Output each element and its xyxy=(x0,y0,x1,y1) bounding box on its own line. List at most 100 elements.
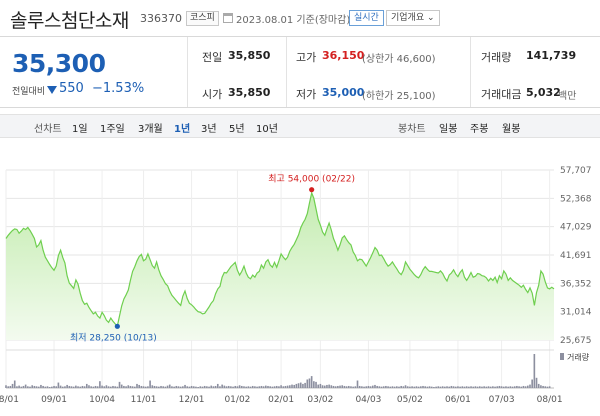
volume-bar xyxy=(428,386,431,388)
x-tick-label: 02/01 xyxy=(268,395,294,405)
volume-bar xyxy=(258,386,261,388)
volume-bar xyxy=(334,386,337,388)
volume-bar xyxy=(433,386,435,388)
calendar-icon xyxy=(223,13,233,23)
volume-bar xyxy=(85,383,88,388)
volume-bar xyxy=(64,386,66,388)
volume-bar xyxy=(380,386,383,388)
volume-bar xyxy=(18,385,20,388)
volume-bar xyxy=(385,385,387,388)
volume-bar xyxy=(184,384,186,388)
volume-bar xyxy=(529,384,531,388)
volume-bar xyxy=(267,385,269,388)
volume-bar xyxy=(256,386,258,388)
volume-bar xyxy=(522,385,525,388)
candle-daily[interactable]: 일봉 xyxy=(439,124,458,135)
volume-bar xyxy=(227,385,230,388)
volume-bar xyxy=(472,386,475,388)
volume-bar xyxy=(142,386,145,388)
candle-monthly[interactable]: 월봉 xyxy=(502,124,521,135)
x-tick-label: 08/01 xyxy=(0,395,19,405)
volume-bar xyxy=(13,380,16,388)
volume-bar xyxy=(430,386,433,388)
volume-bar xyxy=(88,385,90,388)
volume-bar xyxy=(101,385,103,388)
volume-bar xyxy=(332,385,335,388)
prev-close-value: 35,850 xyxy=(228,49,271,62)
volume-bar xyxy=(478,386,481,388)
period-3y[interactable]: 3년 xyxy=(201,124,217,135)
volume-bar xyxy=(190,385,193,388)
market-badge: 코스피 xyxy=(186,11,219,26)
quote-summary: 35,300 전일대비 550 −1.53% 전일 35,850 시가 35,8… xyxy=(0,36,600,108)
volume-bar xyxy=(371,385,374,388)
volume-bar xyxy=(129,385,132,388)
high-value: 36,150 xyxy=(322,49,365,62)
volume-bar xyxy=(352,386,354,388)
period-5y[interactable]: 5년 xyxy=(229,124,245,135)
volume-bar xyxy=(273,386,276,388)
volume-bar xyxy=(7,386,9,388)
volume-legend-icon xyxy=(560,353,564,360)
volume-bar xyxy=(369,386,372,388)
period-1w[interactable]: 1주일 xyxy=(100,124,125,135)
volume-bar xyxy=(400,385,402,388)
volume-bar xyxy=(463,386,466,388)
volume-bar xyxy=(127,385,130,388)
realtime-button[interactable]: 실시간 xyxy=(349,10,384,26)
volume-bar xyxy=(107,386,110,388)
volume-bar xyxy=(337,385,339,388)
volume-bar xyxy=(177,386,180,388)
volume-bar xyxy=(402,386,405,388)
volume-bar xyxy=(31,385,34,388)
volume-bar xyxy=(481,386,483,388)
period-1y[interactable]: 1년 xyxy=(174,124,191,135)
volume-bar xyxy=(297,383,300,388)
volume-bar xyxy=(186,386,189,388)
volume-bar xyxy=(264,385,267,388)
volume-bar xyxy=(173,386,175,388)
volume-bar xyxy=(210,385,213,388)
period-10y[interactable]: 10년 xyxy=(256,124,278,135)
volume-bar xyxy=(461,386,464,388)
lower-limit: (하한가 25,100) xyxy=(362,91,436,102)
volume-bar xyxy=(520,386,523,388)
volume-bar xyxy=(302,383,304,388)
volume-bar xyxy=(90,386,92,388)
period-3m[interactable]: 3개월 xyxy=(138,124,163,135)
volume-bar xyxy=(20,386,23,388)
volume-bar xyxy=(526,385,529,388)
candle-weekly[interactable]: 주봉 xyxy=(470,124,489,135)
price-area xyxy=(6,192,554,340)
volume-bar xyxy=(280,385,282,388)
volume-bar xyxy=(140,385,143,388)
volume-bar xyxy=(382,386,385,388)
volume-bar xyxy=(99,381,101,388)
volume-bar xyxy=(262,386,265,388)
upper-limit: (상한가 46,600) xyxy=(362,54,436,65)
volume-bar xyxy=(446,386,448,388)
volume-bar xyxy=(59,385,62,388)
volume-bar xyxy=(317,384,320,388)
volume-bar xyxy=(415,386,418,388)
volume-bar xyxy=(345,386,348,388)
x-tick-label: 09/01 xyxy=(41,395,67,405)
volume-bar xyxy=(251,385,254,388)
volume-bar xyxy=(271,386,274,388)
volume-bar xyxy=(188,386,191,388)
volume-bar xyxy=(511,386,514,388)
company-overview-dropdown[interactable]: 기업개요 ⌄ xyxy=(386,10,440,26)
volume-bar xyxy=(35,386,38,388)
volume-bar xyxy=(365,386,368,388)
period-1d[interactable]: 1일 xyxy=(72,124,88,135)
volume-bar xyxy=(153,385,156,388)
volume-bar xyxy=(546,386,549,388)
volume-bar xyxy=(374,384,376,388)
volume-bar xyxy=(341,385,344,388)
volume-bar xyxy=(485,386,488,388)
volume-bar xyxy=(103,386,106,388)
volume-bar xyxy=(203,385,206,388)
y-tick-label: 52,368 xyxy=(560,194,592,204)
volume-bar xyxy=(409,386,411,388)
volume-bar xyxy=(160,385,162,388)
